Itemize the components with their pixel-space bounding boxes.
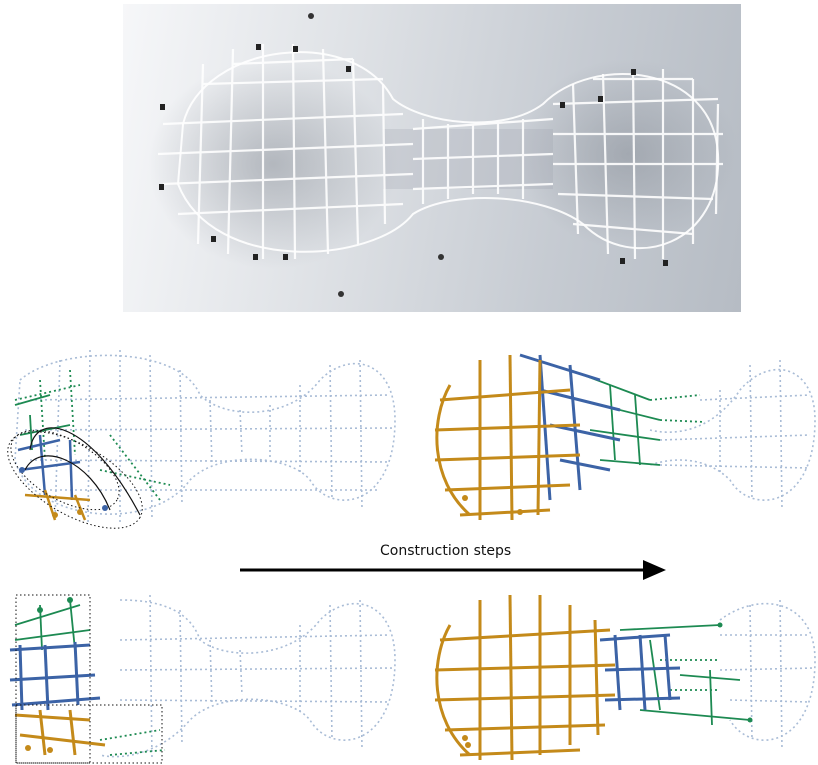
construction-steps-label: Construction steps: [380, 543, 512, 559]
construction-step-2-diagram: [434, 353, 816, 521]
construction-step-1-diagram: [7, 349, 396, 529]
construction-steps-arrow: [240, 560, 666, 580]
construction-step-3-diagram: [9, 594, 396, 764]
woven-model-photo: [123, 4, 741, 312]
woven-model-render: [148, 13, 738, 297]
construction-step-4-diagram: [434, 594, 816, 761]
